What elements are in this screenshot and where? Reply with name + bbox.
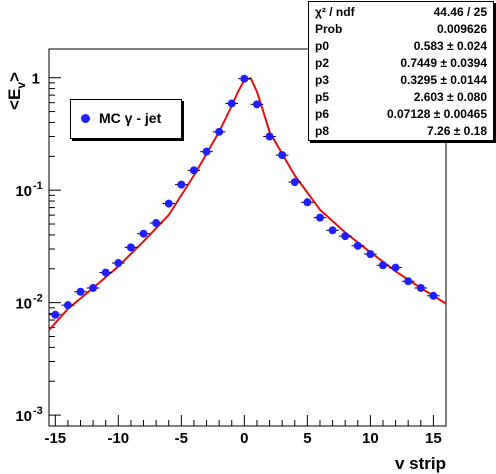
svg-text:<Ev>: <Ev> — [5, 72, 28, 110]
data-point — [378, 261, 387, 270]
data-point — [416, 283, 425, 292]
legend-label: MC γ - jet — [99, 110, 162, 126]
stat-row: p3 0.3295 ± 0.0144 — [309, 72, 493, 89]
stat-name: p6 — [315, 107, 330, 121]
data-point — [252, 100, 261, 109]
x-tick-label: 5 — [303, 430, 311, 447]
data-point — [240, 74, 249, 83]
data-point — [227, 99, 236, 108]
data-point — [429, 291, 438, 300]
data-point — [265, 132, 274, 141]
data-point — [152, 219, 161, 228]
stat-name: p5 — [315, 90, 330, 104]
data-point — [189, 166, 198, 175]
data-point — [303, 198, 312, 207]
data-point — [328, 226, 337, 235]
data-point — [76, 287, 85, 296]
data-point — [164, 199, 173, 208]
x-axis-label: v strip — [395, 454, 446, 473]
y-tick-exponent: -3 — [33, 405, 43, 417]
stat-row: p6 0.07128 ± 0.00465 — [309, 106, 493, 123]
y-tick-label: 10 — [15, 183, 32, 200]
data-point — [63, 301, 72, 310]
data-point — [315, 213, 324, 222]
data-point — [202, 147, 211, 156]
y-axis-label-main: <E — [5, 89, 24, 110]
y-tick-label: 10 — [15, 408, 32, 425]
data-point — [89, 283, 98, 292]
x-tick-label: 15 — [425, 430, 442, 447]
fit-statistics-box: χ² / ndf 44.46 / 25 Prob 0.009626 p0 0.5… — [308, 1, 494, 141]
stat-row-chi2: χ² / ndf 44.46 / 25 — [309, 4, 493, 21]
stat-value: 0.009626 — [436, 22, 487, 36]
y-tick-exponent: -1 — [33, 180, 43, 192]
data-point — [215, 127, 224, 136]
stat-value: 0.583 ± 0.024 — [413, 39, 487, 53]
data-point — [391, 263, 400, 272]
stat-value: 2.603 ± 0.080 — [413, 90, 487, 104]
stat-value: 0.07128 ± 0.00465 — [386, 107, 487, 121]
data-point — [290, 178, 299, 187]
data-point — [139, 229, 148, 238]
stat-name: p2 — [315, 56, 330, 70]
x-tick-label: -15 — [44, 430, 66, 447]
stat-value: 44.46 / 25 — [433, 5, 487, 19]
stat-name: Prob — [315, 22, 343, 36]
stat-value: 7.26 ± 0.18 — [427, 124, 487, 138]
y-tick-label: 10 — [15, 296, 32, 313]
y-tick-exponent: -2 — [33, 293, 43, 305]
stat-row: p2 0.7449 ± 0.0394 — [309, 55, 493, 72]
legend: MC γ - jet — [70, 99, 182, 139]
data-point — [404, 277, 413, 286]
stat-name: χ² / ndf — [315, 5, 355, 19]
data-point — [51, 310, 60, 319]
y-axis-label-sub: v — [14, 82, 28, 89]
data-point — [101, 268, 110, 277]
x-tick-label: 0 — [240, 430, 248, 447]
stat-value: 0.7449 ± 0.0394 — [400, 56, 487, 70]
y-axis-label-close: > — [5, 72, 24, 82]
data-point — [278, 151, 287, 160]
y-axis-label: <Ev> — [5, 72, 28, 110]
data-point — [341, 232, 350, 241]
data-point — [114, 259, 123, 268]
stat-name: p8 — [315, 124, 330, 138]
x-tick-label: -5 — [175, 430, 188, 447]
data-point — [177, 180, 186, 189]
data-point — [366, 250, 375, 259]
x-tick-label: 10 — [362, 430, 379, 447]
data-point — [126, 243, 135, 252]
x-tick-label: -10 — [107, 430, 129, 447]
stat-name: p0 — [315, 39, 330, 53]
stat-name: p3 — [315, 73, 330, 87]
stat-row: p8 7.26 ± 0.18 — [309, 123, 493, 140]
stat-value: 0.3295 ± 0.0144 — [400, 73, 487, 87]
y-tick-label: 1 — [32, 71, 40, 88]
stat-row: p0 0.583 ± 0.024 — [309, 38, 493, 55]
stat-row: Prob 0.009626 — [309, 21, 493, 38]
data-point — [353, 241, 362, 250]
legend-marker-icon — [81, 114, 90, 123]
stat-row: p5 2.603 ± 0.080 — [309, 89, 493, 106]
